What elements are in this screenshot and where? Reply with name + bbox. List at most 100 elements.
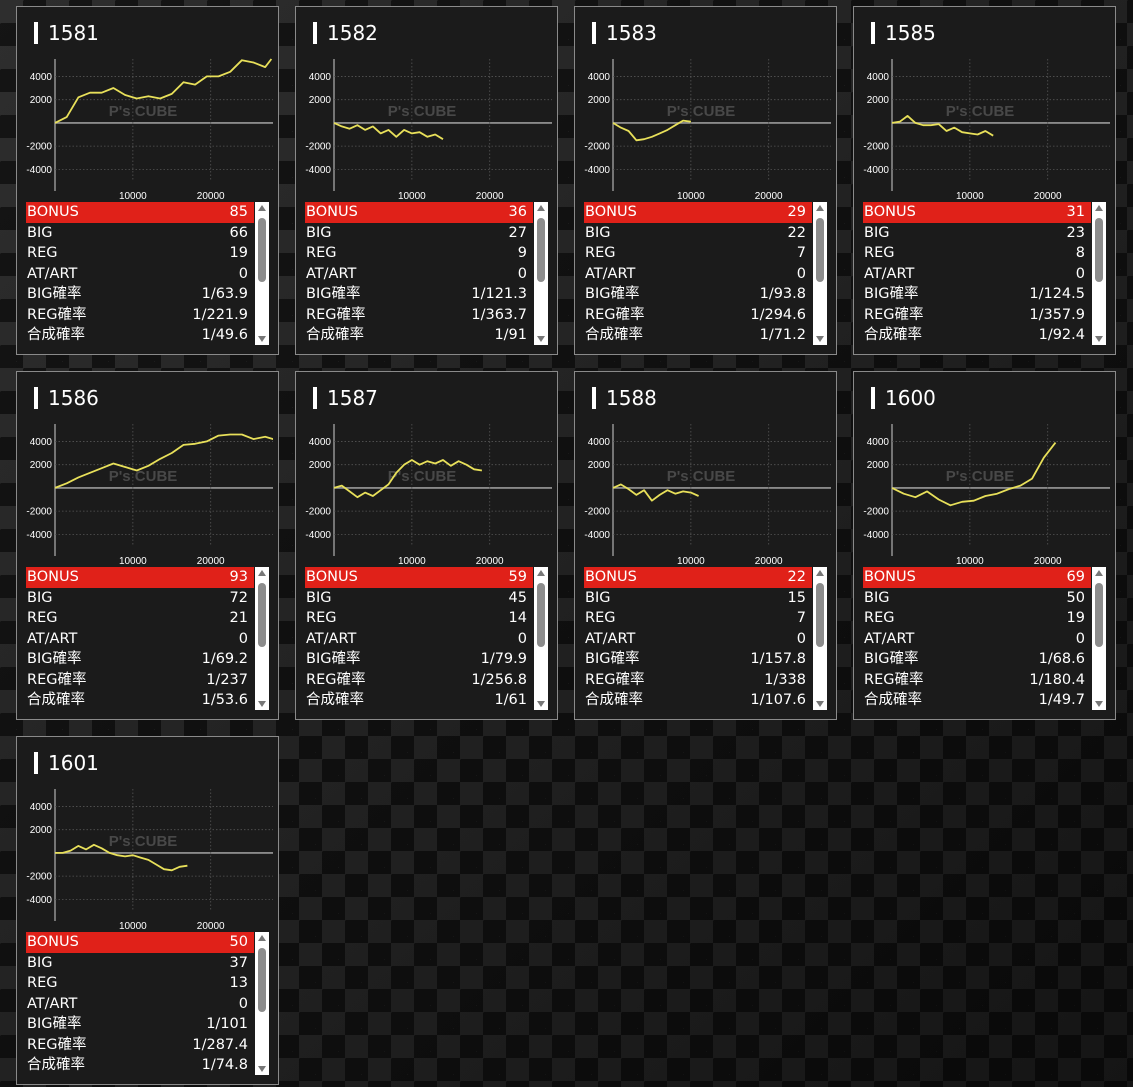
- stats-table: BONUS 50 BIG 37 REG 13 AT/ART 0 BIG確率 1/101 REG確率 1…: [26, 932, 270, 1075]
- scroll-down-arrow-icon[interactable]: [258, 336, 266, 342]
- stats-label: BIG確率: [864, 286, 919, 302]
- machine-card[interactable]: 1586 4000 2000 -2000 -4000 10000 20000 P's CUBE…: [16, 371, 279, 720]
- scroll-thumb[interactable]: [258, 583, 266, 647]
- machine-card[interactable]: 1601 4000 2000 -2000 -4000 10000 20000 P's CUBE…: [16, 736, 279, 1085]
- stats-row-combined-rate: 合成確率 1/74.8: [26, 1055, 254, 1076]
- scroll-thumb[interactable]: [537, 583, 545, 647]
- scroll-down-arrow-icon[interactable]: [537, 701, 545, 707]
- stats-scrollbar[interactable]: [1092, 202, 1106, 345]
- stats-label: 合成確率: [864, 692, 922, 708]
- stats-row-combined-rate: 合成確率 1/53.6: [26, 690, 254, 711]
- stats-label: BIG確率: [27, 286, 82, 302]
- stats-row-reg-rate: REG確率 1/294.6: [584, 305, 812, 326]
- stats-row-reg-rate: REG確率 1/237: [26, 670, 254, 691]
- stats-row-big: BIG 27: [305, 223, 533, 244]
- stats-scrollbar[interactable]: [255, 932, 269, 1075]
- stats-label: 合成確率: [27, 692, 85, 708]
- scroll-up-arrow-icon[interactable]: [1095, 570, 1103, 576]
- stats-label: BIG確率: [306, 286, 361, 302]
- scroll-down-arrow-icon[interactable]: [1095, 336, 1103, 342]
- stats-label: REG確率: [585, 306, 645, 323]
- stats-label: REG: [27, 975, 58, 991]
- machine-card[interactable]: 1581 4000 2000 -2000 -4000 10000 20000 P's CUBE…: [16, 6, 279, 355]
- scroll-thumb[interactable]: [258, 948, 266, 1012]
- stats-value: 27: [508, 224, 527, 241]
- stats-scrollbar[interactable]: [534, 202, 548, 345]
- stats-value: 8: [1075, 245, 1085, 261]
- stats-value: 1/124.5: [1029, 286, 1085, 302]
- stats-value: 1/101: [206, 1016, 248, 1032]
- stats-label: 合成確率: [585, 692, 643, 708]
- watermark-logo: P's CUBE: [388, 103, 457, 120]
- card-header: 1600: [854, 372, 1115, 418]
- stats-scrollbar[interactable]: [813, 202, 827, 345]
- title-accent-bar: [34, 22, 38, 44]
- stats-scrollbar[interactable]: [813, 567, 827, 710]
- scroll-down-arrow-icon[interactable]: [537, 336, 545, 342]
- scroll-down-arrow-icon[interactable]: [816, 336, 824, 342]
- slump-chart: 4000 2000 -2000 -4000 10000 20000 P's CUBE: [584, 59, 831, 202]
- stats-row-at-art: AT/ART 0: [584, 264, 812, 285]
- stats-row-reg: REG 7: [584, 243, 812, 264]
- stats-row-bonus: BONUS 59: [305, 567, 533, 588]
- y-tick-label: 4000: [309, 437, 332, 448]
- stats-label: 合成確率: [27, 327, 85, 343]
- machine-card[interactable]: 1583 4000 2000 -2000 -4000 10000 20000 P's CUBE…: [574, 6, 837, 355]
- scroll-up-arrow-icon[interactable]: [537, 205, 545, 211]
- stats-row-reg-rate: REG確率 1/221.9: [26, 305, 254, 326]
- stats-row-big-rate: BIG確率 1/93.8: [584, 284, 812, 305]
- machine-card[interactable]: 1600 4000 2000 -2000 -4000 10000 20000 P's CUBE…: [853, 371, 1116, 720]
- scroll-down-arrow-icon[interactable]: [1095, 701, 1103, 707]
- machine-number: 1587: [327, 386, 378, 410]
- scroll-up-arrow-icon[interactable]: [258, 570, 266, 576]
- watermark-logo: P's CUBE: [946, 103, 1015, 120]
- scroll-thumb[interactable]: [816, 583, 824, 647]
- stats-value: 1/287.4: [192, 1036, 248, 1053]
- title-accent-bar: [592, 387, 596, 409]
- y-tick-label: 2000: [588, 95, 611, 106]
- x-tick-label: 20000: [197, 191, 225, 202]
- scroll-down-arrow-icon[interactable]: [258, 1066, 266, 1072]
- stats-value: 0: [796, 630, 806, 647]
- scroll-thumb[interactable]: [537, 218, 545, 282]
- scroll-up-arrow-icon[interactable]: [816, 205, 824, 211]
- stats-label: BIG確率: [864, 651, 919, 667]
- stats-row-at-art: AT/ART 0: [305, 629, 533, 650]
- stats-table: BONUS 93 BIG 72 REG 21 AT/ART 0 BIG確率 1/69.2 REG確率…: [26, 567, 270, 710]
- stats-label: REG確率: [864, 306, 924, 323]
- y-tick-label: 4000: [588, 437, 611, 448]
- card-header: 1582: [296, 7, 557, 53]
- stats-scrollbar[interactable]: [534, 567, 548, 710]
- scroll-down-arrow-icon[interactable]: [816, 701, 824, 707]
- watermark-logo: P's CUBE: [109, 833, 178, 850]
- card-header: 1583: [575, 7, 836, 53]
- scroll-up-arrow-icon[interactable]: [816, 570, 824, 576]
- scroll-thumb[interactable]: [1095, 583, 1103, 647]
- y-tick-label: 2000: [309, 460, 332, 471]
- machine-card[interactable]: 1588 4000 2000 -2000 -4000 10000 20000 P's CUBE…: [574, 371, 837, 720]
- stats-label: BIG: [864, 224, 890, 241]
- stats-scrollbar[interactable]: [1092, 567, 1106, 710]
- stats-value: 0: [517, 265, 527, 282]
- scroll-up-arrow-icon[interactable]: [258, 935, 266, 941]
- scroll-up-arrow-icon[interactable]: [258, 205, 266, 211]
- stats-label: BIG: [27, 224, 53, 241]
- machine-card[interactable]: 1582 4000 2000 -2000 -4000 10000 20000 P's CUBE…: [295, 6, 558, 355]
- stats-row-big: BIG 50: [863, 588, 1091, 609]
- scroll-thumb[interactable]: [816, 218, 824, 282]
- machine-card[interactable]: 1587 4000 2000 -2000 -4000 10000 20000 P's CUBE…: [295, 371, 558, 720]
- stats-scrollbar[interactable]: [255, 202, 269, 345]
- scroll-up-arrow-icon[interactable]: [537, 570, 545, 576]
- stats-row-big-rate: BIG確率 1/69.2: [26, 649, 254, 670]
- scroll-thumb[interactable]: [1095, 218, 1103, 282]
- scroll-up-arrow-icon[interactable]: [1095, 205, 1103, 211]
- stats-value: 7: [796, 245, 806, 261]
- y-tick-label: 2000: [867, 95, 890, 106]
- stats-row-at-art: AT/ART 0: [863, 629, 1091, 650]
- scroll-thumb[interactable]: [258, 218, 266, 282]
- stats-scrollbar[interactable]: [255, 567, 269, 710]
- stats-value: 22: [787, 224, 806, 241]
- machine-card[interactable]: 1585 4000 2000 -2000 -4000 10000 20000 P's CUBE…: [853, 6, 1116, 355]
- stats-label: BIG: [27, 954, 53, 971]
- scroll-down-arrow-icon[interactable]: [258, 701, 266, 707]
